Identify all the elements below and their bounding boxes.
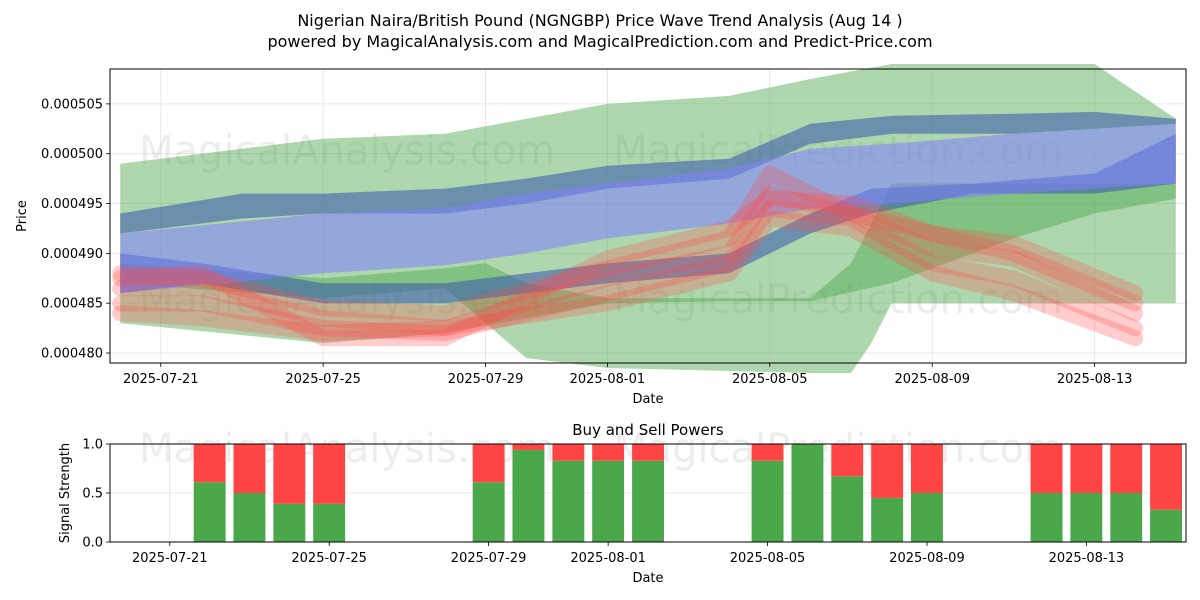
sell-bar-2025-07-21 <box>193 444 226 483</box>
buy-bar-2025-07-28 <box>472 482 505 542</box>
buy-bar-2025-08-12 <box>1070 493 1103 542</box>
price-bands <box>120 64 1176 373</box>
price-plot: MagicalAnalysis.com MagicalPrediction.co… <box>15 64 1187 407</box>
price-wave-3 <box>112 190 1144 347</box>
price-y-tick-label-4: 0.000500 <box>41 147 103 162</box>
price-y-tick-label-0: 0.000480 <box>41 347 103 362</box>
signal-x-axis-label: Date <box>632 571 663 586</box>
price-x-tick-label-1: 2025-07-25 <box>285 372 361 387</box>
price-y-axis-label: Price <box>15 200 30 232</box>
price-wave-4 <box>112 210 1144 347</box>
signal-x-ticks: 2025-07-21 2025-07-25 2025-07-29 2025-08-01… <box>132 542 1124 566</box>
price-x-ticks: 2025-07-21 2025-07-25 2025-07-29 2025-08-01… <box>123 363 1132 387</box>
price-waves <box>112 165 1144 347</box>
buy-bar-2025-07-30 <box>552 460 585 542</box>
signal-x-tick-label-5: 2025-08-09 <box>889 551 965 566</box>
sell-bar-2025-08-11 <box>1030 444 1063 493</box>
price-x-tick-label-2: 2025-07-29 <box>448 372 524 387</box>
signal-y-tick-label-0: 0.0 <box>82 536 103 551</box>
price-x-tick-label-5: 2025-08-09 <box>894 372 970 387</box>
sell-bar-2025-08-12 <box>1070 444 1103 493</box>
chart-title-line-1: Nigerian Naira/British Pound (NGNGBP) Pr… <box>297 11 902 30</box>
buy-bar-2025-08-08 <box>911 493 943 542</box>
price-y-ticks: 0.000480 0.000485 0.000490 0.000495 0.000500… <box>41 97 110 362</box>
price-x-tick-label-0: 2025-07-21 <box>123 372 199 387</box>
signal-plot: Buy and Sell Powers MagicalAnalysis.com … <box>58 421 1187 586</box>
buy-bar-2025-07-24 <box>313 503 346 542</box>
price-wave-1 <box>112 185 1144 337</box>
watermark-top-left: MagicalAnalysis.com <box>139 128 555 174</box>
sell-bar-2025-08-13 <box>1110 444 1143 493</box>
buy-bar-2025-08-07 <box>871 497 904 542</box>
signal-y-ticks: 0.0 0.5 1.0 <box>82 438 110 551</box>
sell-bar-2025-08-08 <box>911 444 943 493</box>
signal-x-tick-label-4: 2025-08-05 <box>730 551 806 566</box>
buy-bar-2025-08-04 <box>751 460 784 542</box>
price-x-axis-label: Date <box>632 392 663 407</box>
watermark-mid-right: MagicalPrediction.com <box>613 277 1063 323</box>
price-wave-0 <box>112 165 1144 322</box>
price-y-tick-label-3: 0.000495 <box>41 197 103 212</box>
buy-bar-2025-07-23 <box>273 503 306 542</box>
price-wave-2 <box>112 200 1144 342</box>
buy-bar-2025-08-01 <box>632 460 664 542</box>
price-band-green-1 <box>120 183 1176 373</box>
sell-bar-2025-07-30 <box>552 444 585 461</box>
buy-bar-2025-08-13 <box>1110 493 1143 542</box>
signal-x-tick-label-6: 2025-08-13 <box>1049 551 1125 566</box>
signal-x-tick-label-0: 2025-07-21 <box>132 551 208 566</box>
buy-bar-2025-08-11 <box>1030 493 1063 542</box>
sell-bar-2025-07-31 <box>592 444 625 461</box>
sell-bar-2025-07-24 <box>313 444 346 504</box>
price-y-tick-label-2: 0.000490 <box>41 247 103 262</box>
buy-bar-2025-07-21 <box>193 482 226 542</box>
sell-bar-2025-08-04 <box>751 444 784 461</box>
sell-bar-2025-08-14 <box>1150 444 1182 510</box>
buy-bar-2025-07-31 <box>592 460 625 542</box>
price-x-tick-label-6: 2025-08-13 <box>1057 372 1133 387</box>
sell-bar-2025-07-28 <box>472 444 505 483</box>
buy-bar-2025-08-05 <box>791 444 824 542</box>
price-x-tick-label-4: 2025-08-05 <box>732 372 808 387</box>
buy-bar-2025-07-22 <box>233 493 266 542</box>
sell-bar-2025-08-07 <box>871 444 904 498</box>
signal-y-axis-label: Signal Strength <box>58 443 73 543</box>
price-y-tick-label-1: 0.000485 <box>41 297 103 312</box>
signal-x-tick-label-2: 2025-07-29 <box>451 551 527 566</box>
signal-y-tick-label-2: 1.0 <box>82 438 103 453</box>
sell-bar-2025-08-01 <box>632 444 664 461</box>
price-y-tick-label-5: 0.000505 <box>41 97 103 112</box>
price-plot-frame <box>109 68 1187 364</box>
signal-plot-title: Buy and Sell Powers <box>572 421 724 439</box>
signal-bars <box>193 444 1182 542</box>
sell-bar-2025-07-23 <box>273 444 306 504</box>
price-band-blue-2 <box>120 111 1176 234</box>
buy-bar-2025-07-29 <box>512 449 545 542</box>
signal-x-tick-label-3: 2025-08-01 <box>570 551 646 566</box>
buy-bar-2025-08-06 <box>831 476 864 542</box>
sell-bar-2025-07-22 <box>233 444 266 493</box>
sell-bar-2025-07-29 <box>512 444 545 450</box>
chart-title-line-2: powered by MagicalAnalysis.com and Magic… <box>267 32 932 51</box>
buy-bar-2025-08-14 <box>1150 509 1182 542</box>
sell-bar-2025-08-06 <box>831 444 864 477</box>
price-x-tick-label-3: 2025-08-01 <box>570 372 646 387</box>
price-band-blue-3 <box>120 133 1176 304</box>
signal-x-tick-label-1: 2025-07-25 <box>291 551 367 566</box>
signal-y-tick-label-1: 0.5 <box>82 487 103 502</box>
price-band-purple-4 <box>120 123 1176 294</box>
